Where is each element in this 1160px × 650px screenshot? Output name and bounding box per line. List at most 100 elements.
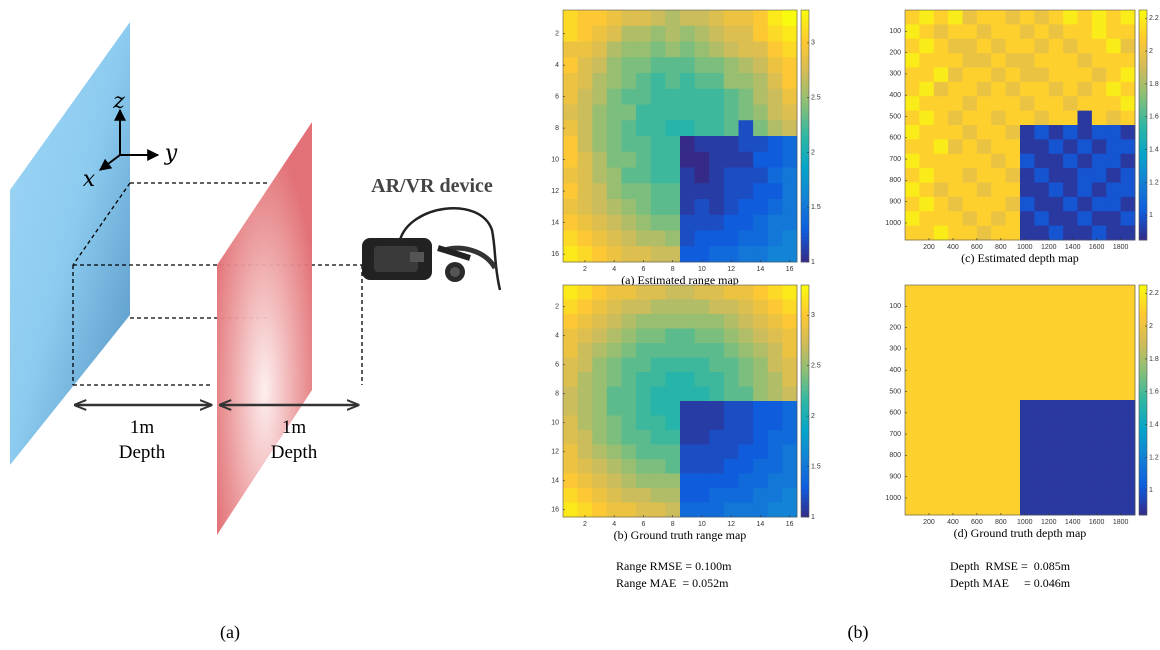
- heat-cell: [592, 372, 608, 387]
- heat-cell: [709, 246, 725, 263]
- heat-cell: [1120, 328, 1136, 343]
- heat-cell: [991, 67, 1007, 83]
- heat-cell: [577, 214, 593, 231]
- heat-cell: [1091, 125, 1107, 140]
- colorbar-step: [1139, 59, 1147, 65]
- heat-cell: [919, 196, 935, 212]
- colorbar-step: [801, 285, 809, 290]
- heat-cell: [1005, 457, 1021, 473]
- panel-label: (a): [220, 622, 240, 643]
- colorbar-step: [801, 199, 809, 204]
- heat-cell: [592, 10, 608, 27]
- heat-cell: [1120, 457, 1136, 473]
- heat-cell: [606, 246, 622, 263]
- heat-cell: [606, 199, 622, 216]
- heat-cell: [919, 81, 935, 97]
- heat-cell: [976, 299, 992, 315]
- heat-cell: [606, 314, 622, 329]
- heat-cell: [606, 136, 622, 153]
- heat-cell: [723, 25, 739, 42]
- heat-cell: [1034, 400, 1050, 415]
- heat-cell: [709, 444, 725, 460]
- heat-cell: [577, 25, 593, 42]
- heat-cell: [738, 357, 754, 373]
- heat-cell: [933, 182, 949, 198]
- heat-cell: [976, 328, 992, 343]
- colorbar-step: [1139, 79, 1147, 84]
- heat-cell: [665, 167, 681, 184]
- heat-cell: [767, 73, 783, 90]
- colorbar-step: [1139, 140, 1147, 145]
- heat-cell: [592, 343, 608, 358]
- heat-cell: [962, 328, 978, 343]
- heat-cell: [782, 401, 798, 416]
- colorbar-step: [1139, 29, 1147, 34]
- heat-cell: [753, 25, 769, 42]
- heat-cell: [753, 430, 769, 445]
- heat-cell: [577, 104, 593, 121]
- heat-cell: [919, 125, 935, 140]
- heat-cell: [577, 285, 593, 300]
- heat-cell: [606, 357, 622, 373]
- heat-cell: [694, 230, 710, 247]
- heat-cell: [650, 88, 666, 105]
- heat-cell: [694, 246, 710, 263]
- heat-cell: [933, 371, 949, 387]
- heat-cell: [1048, 428, 1064, 444]
- heat-cell: [738, 415, 754, 431]
- heat-cell: [709, 488, 725, 503]
- heat-cell: [976, 153, 992, 169]
- colorbar-step: [801, 190, 809, 196]
- colorbar-step: [801, 148, 809, 154]
- colorbar-step: [1139, 220, 1147, 226]
- heat-cell: [991, 96, 1007, 112]
- x-tick-label: 4: [612, 521, 616, 528]
- heat-cell: [650, 488, 666, 503]
- colorbar-step: [801, 211, 809, 217]
- heat-cell: [680, 199, 696, 216]
- heat-cell: [650, 57, 666, 74]
- heat-cell: [976, 356, 992, 372]
- y-tick-label: 10: [551, 156, 559, 163]
- heat-cell: [1077, 428, 1093, 444]
- headset-icon: [362, 207, 502, 291]
- heat-cell: [621, 136, 637, 153]
- heat-cell: [621, 401, 637, 416]
- colorbar-label: 1.2: [1149, 454, 1159, 461]
- heat-cell: [991, 428, 1007, 444]
- heat-cell: [563, 120, 579, 137]
- heat-cell: [680, 57, 696, 74]
- heat-cell: [563, 136, 579, 153]
- heat-cell: [753, 167, 769, 184]
- y-tick-label: 2: [555, 304, 559, 311]
- heat-cell: [1091, 328, 1107, 343]
- heat-cell: [563, 401, 579, 416]
- heat-cell: [962, 67, 978, 83]
- heat-cell: [563, 459, 579, 474]
- heat-cell: [563, 386, 579, 402]
- heat-cell: [1077, 96, 1093, 112]
- heat-cell: [905, 53, 920, 68]
- colorbar-step: [801, 245, 809, 250]
- heat-cell: [1106, 486, 1122, 502]
- heat-cell: [1120, 225, 1136, 241]
- heat-cell: [738, 314, 754, 329]
- colorbar-step: [801, 241, 809, 246]
- colorbar-step: [1139, 327, 1147, 332]
- heat-cell: [694, 473, 710, 489]
- heat-cell: [606, 41, 622, 58]
- heat-cell: [1005, 225, 1021, 241]
- colorbar-step: [801, 335, 809, 340]
- heat-cell: [738, 401, 754, 416]
- heat-cell: [723, 214, 739, 231]
- y-tick-label: 4: [555, 333, 559, 340]
- heat-cell: [563, 415, 579, 431]
- heat-cell: [767, 328, 783, 344]
- heat-cell: [1120, 371, 1136, 387]
- heat-cell: [948, 500, 963, 516]
- distance-label: Depth: [271, 442, 318, 463]
- heat-cell: [1120, 125, 1136, 140]
- colorbar-step: [1139, 373, 1147, 378]
- heat-cell: [1106, 457, 1122, 473]
- heat-cell: [782, 167, 798, 184]
